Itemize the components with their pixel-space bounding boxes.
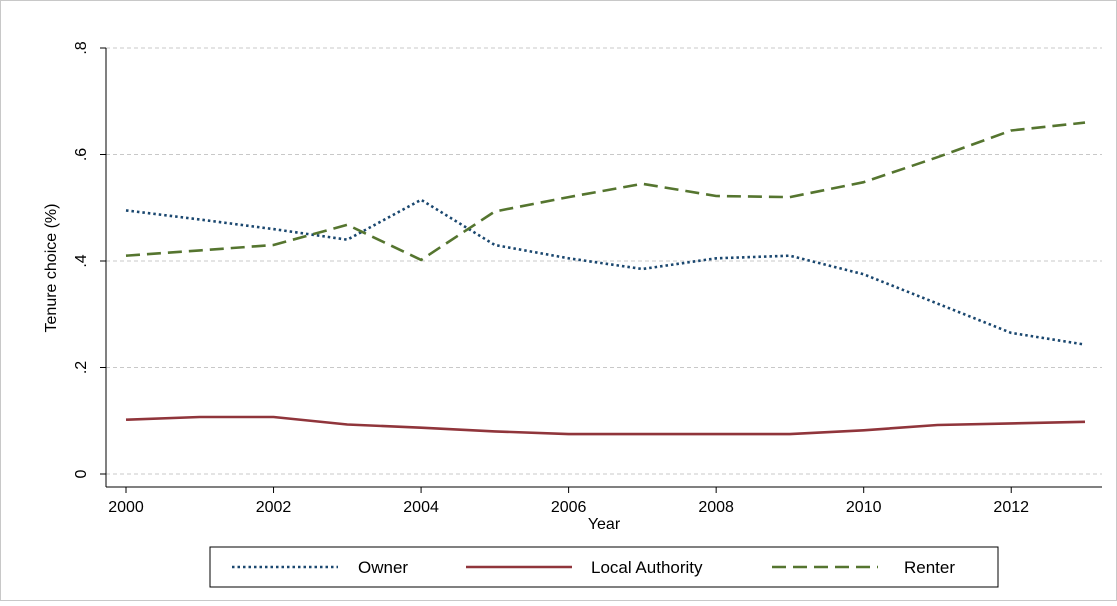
x-tick-label: 2010 [846,499,882,516]
x-tick-label: 2002 [256,499,292,516]
legend-label-owner: Owner [358,558,408,577]
series-line-renter [125,121,1086,262]
x-ticks-layer: 2000 2002 2004 2006 2008 2010 2012 [108,487,1029,516]
legend-items: Owner Local Authority Renter [232,558,955,577]
legend: Owner Local Authority Renter [209,546,999,588]
x-tick-label: 2012 [993,499,1029,516]
series-layer [125,121,1086,436]
y-tick-label: .8 [73,41,90,54]
legend-label-local-authority: Local Authority [591,558,703,577]
y-tick-label: .2 [73,361,90,374]
series-line-owner [125,198,1086,346]
series-line-local-authority [125,415,1086,436]
y-tick-label: .4 [73,254,90,267]
y-tick-label: .6 [73,148,90,161]
y-tick-label: 0 [73,469,90,478]
grid-layer [106,47,1102,475]
x-axis-label: Year [588,516,621,533]
x-tick-label: 2006 [551,499,587,516]
x-tick-label: 2000 [108,499,144,516]
x-tick-label: 2008 [698,499,734,516]
x-tick-label: 2004 [403,499,439,516]
y-ticks-layer: 0 .2 .4 .6 .8 [73,41,106,478]
legend-label-renter: Renter [904,558,955,577]
y-axis-label: Tenure choice (%) [43,204,60,333]
